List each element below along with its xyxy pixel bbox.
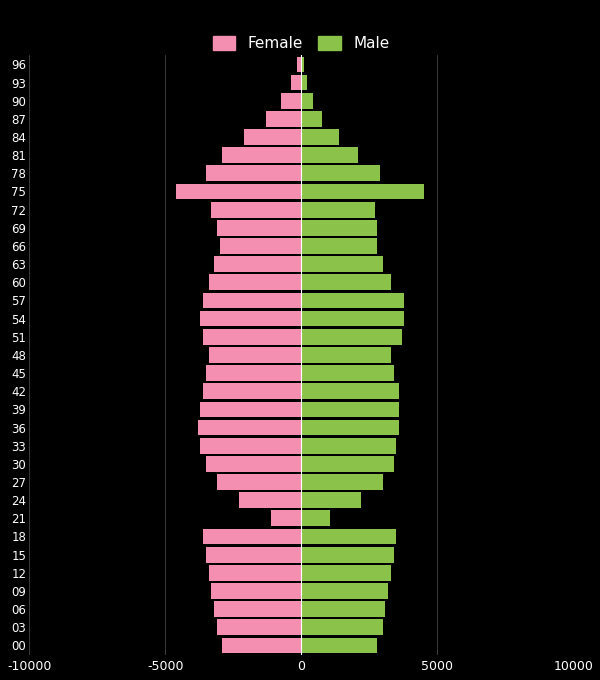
Bar	[301, 492, 361, 508]
Bar	[217, 220, 301, 236]
Bar	[301, 165, 380, 181]
Bar	[301, 129, 339, 145]
Bar	[301, 547, 394, 562]
Bar	[209, 347, 301, 362]
Bar	[206, 547, 301, 562]
Bar	[266, 111, 301, 126]
Bar	[211, 202, 301, 218]
Bar	[297, 56, 301, 72]
Bar	[301, 220, 377, 236]
Bar	[301, 565, 391, 581]
Bar	[206, 165, 301, 181]
Bar	[176, 184, 301, 199]
Bar	[301, 638, 377, 653]
Bar	[222, 148, 301, 163]
Bar	[301, 256, 383, 272]
Bar	[271, 511, 301, 526]
Bar	[214, 256, 301, 272]
Bar	[301, 238, 377, 254]
Legend: Female, Male: Female, Male	[206, 30, 396, 57]
Bar	[301, 111, 322, 126]
Bar	[301, 184, 424, 199]
Bar	[301, 275, 391, 290]
Bar	[301, 311, 404, 326]
Bar	[301, 474, 383, 490]
Bar	[206, 456, 301, 472]
Bar	[301, 619, 383, 635]
Bar	[301, 438, 397, 454]
Bar	[301, 365, 394, 381]
Bar	[222, 638, 301, 653]
Bar	[200, 311, 301, 326]
Bar	[301, 148, 358, 163]
Bar	[203, 292, 301, 308]
Bar	[301, 601, 385, 617]
Bar	[203, 384, 301, 399]
Bar	[301, 329, 402, 345]
Bar	[301, 420, 399, 435]
Bar	[301, 401, 399, 418]
Bar	[301, 511, 329, 526]
Bar	[301, 583, 388, 599]
Bar	[301, 347, 391, 362]
Bar	[203, 528, 301, 545]
Bar	[200, 401, 301, 418]
Bar	[198, 420, 301, 435]
Bar	[301, 93, 313, 109]
Bar	[200, 438, 301, 454]
Bar	[301, 75, 307, 90]
Bar	[301, 384, 399, 399]
Bar	[217, 619, 301, 635]
Bar	[220, 238, 301, 254]
Bar	[301, 528, 397, 545]
Bar	[244, 129, 301, 145]
Bar	[301, 292, 404, 308]
Bar	[209, 565, 301, 581]
Bar	[209, 275, 301, 290]
Bar	[291, 75, 301, 90]
Bar	[211, 583, 301, 599]
Bar	[239, 492, 301, 508]
Bar	[301, 456, 394, 472]
Bar	[301, 56, 304, 72]
Bar	[203, 329, 301, 345]
Bar	[214, 601, 301, 617]
Bar	[217, 474, 301, 490]
Bar	[281, 93, 301, 109]
Bar	[301, 202, 374, 218]
Bar	[206, 365, 301, 381]
